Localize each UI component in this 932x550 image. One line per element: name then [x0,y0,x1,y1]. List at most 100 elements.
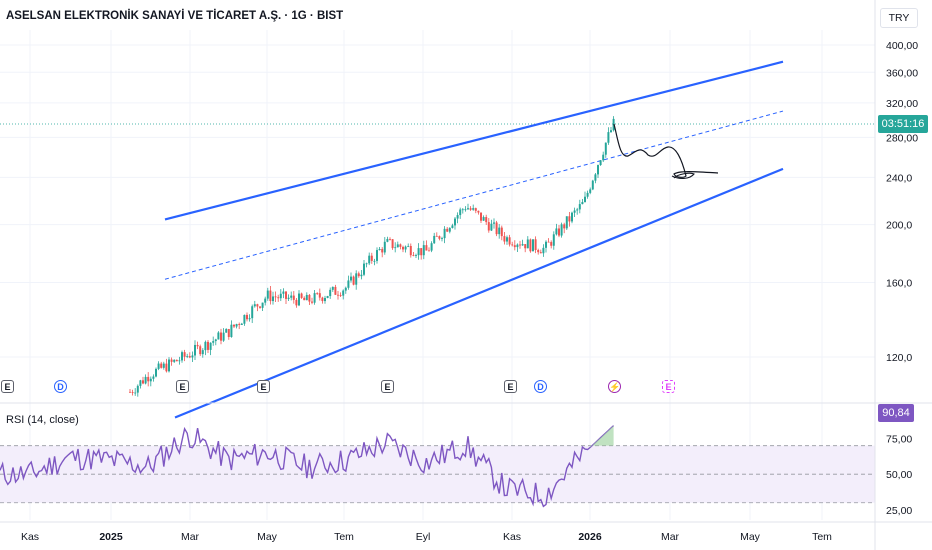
time-tick-label: Tem [334,531,354,543]
candle-body [409,245,412,256]
event-marker-ef[interactable]: E [662,380,675,393]
candle-body [321,297,324,302]
candle-body [209,342,212,350]
projection-scribble [671,172,695,179]
candle-body [230,324,233,337]
time-tick-label: May [257,531,278,543]
candle-body [316,293,319,294]
candle-body [428,250,430,252]
candle-body [295,299,298,306]
candle-body [149,378,152,382]
event-marker-e[interactable]: E [176,380,189,393]
candle-body [584,196,586,203]
candle-body [139,380,142,386]
candle-body [290,295,293,298]
candle-body [168,359,170,372]
candle-body [188,356,191,358]
candle-body [571,212,573,222]
candle-body [552,234,555,246]
candle-body [342,290,345,296]
candle-body [186,356,189,357]
candle-body [529,239,532,252]
candle-body [251,306,254,319]
candle-body [381,249,384,253]
event-marker-e[interactable]: E [504,380,517,393]
candle-body [357,273,360,277]
candle-body [420,248,423,256]
candle-body [448,227,451,232]
rsi-indicator-label[interactable]: RSI (14, close) [6,414,79,426]
candle-body [144,376,147,384]
candle-body [532,239,534,252]
candle-body [537,249,540,253]
candle-body [576,209,579,211]
candle-body [407,245,410,247]
candle-body [550,242,553,246]
candle-body [472,208,475,210]
candle-body [261,302,264,308]
rsi-tick-label: 75,00 [886,434,912,446]
candle-body [339,295,342,296]
candle-body [274,296,277,298]
candle-body [524,244,527,249]
rsi-value-tag: 90,84 [878,404,914,422]
candle-body [191,355,194,358]
candle-body [461,209,464,211]
channel-upper-line [164,60,784,221]
candle-body [355,273,358,285]
candle-body [376,250,378,261]
candle-body [259,306,261,308]
candle-body [454,218,456,226]
event-marker-d[interactable]: D [54,380,67,393]
rsi-line [0,425,615,508]
candle-body [402,246,404,250]
candle-body [451,225,454,228]
symbol-title[interactable]: ASELSAN ELEKTRONİK SANAYİ VE TİCARET A.Ş… [6,10,344,22]
price-tick-label: 120,0 [886,352,912,364]
candle-body [482,217,485,221]
candle-body [175,359,178,362]
candle-body [555,228,558,235]
candle-body [383,241,386,253]
candle-body [277,297,280,299]
time-tick-label: Mar [181,531,200,543]
event-marker-e[interactable]: E [257,380,270,393]
candle-body [386,238,389,242]
candle-body [425,245,428,251]
candle-body [373,260,376,262]
candle-body [539,252,542,254]
candle-body [433,235,436,244]
currency-button[interactable]: TRY [880,8,918,28]
time-tick-label: Mar [661,531,680,543]
candle-body [435,235,438,237]
candle-body [485,217,488,223]
candle-body [417,248,420,256]
time-tick-label: Eyl [416,531,431,543]
candle-body [181,352,183,361]
candle-body [227,329,230,337]
rsi-tick-label: 50,00 [886,469,912,481]
candle-body [334,286,337,295]
candle-body [599,160,602,166]
event-marker-e[interactable]: E [381,380,394,393]
event-marker-e[interactable]: E [1,380,14,393]
candle-body [165,363,168,372]
candle-body [170,359,173,362]
candle-body [534,239,537,250]
candle-body [233,324,235,327]
candle-body [256,304,259,307]
candle-body [591,180,594,190]
candle-body [404,246,407,250]
event-marker-d[interactable]: D [534,380,547,393]
candle-body [443,228,446,239]
candle-body [173,359,176,362]
candle-body [313,293,316,303]
candle-body [326,296,329,298]
candle-body [438,236,441,239]
candle-body [378,249,381,251]
candle-body [204,341,207,351]
event-marker-s[interactable]: ⚡ [608,380,621,393]
candle-body [498,227,501,235]
